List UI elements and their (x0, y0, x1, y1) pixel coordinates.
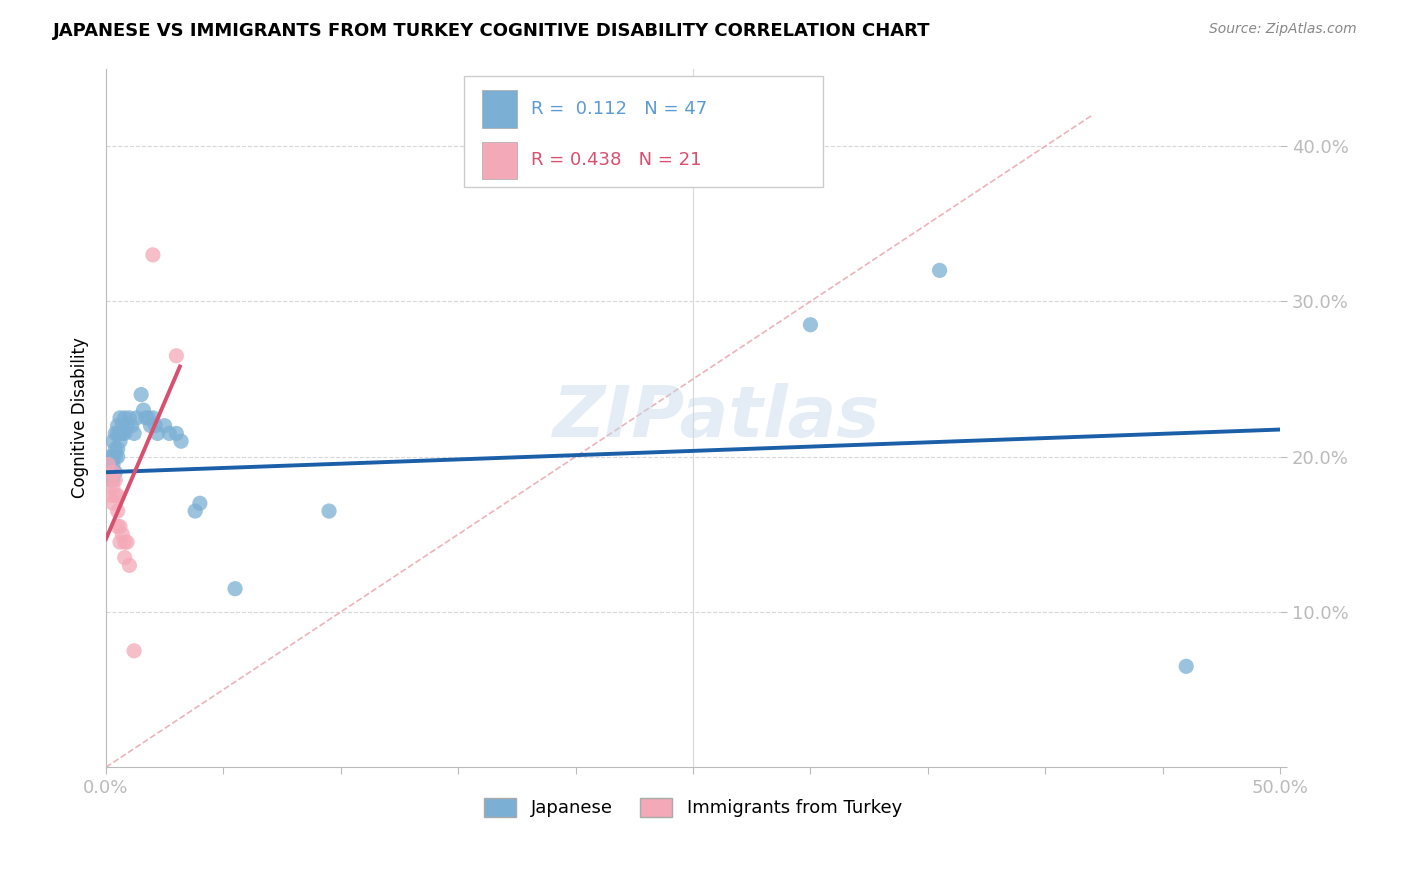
Point (165, 426, 187, 441)
Point (184, 504, 207, 518)
Text: JAPANESE VS IMMIGRANTS FROM TURKEY COGNITIVE DISABILITY CORRELATION CHART: JAPANESE VS IMMIGRANTS FROM TURKEY COGNI… (53, 22, 931, 40)
Point (101, 481, 124, 495)
Point (143, 418, 166, 433)
Point (115, 418, 138, 433)
Point (104, 450, 127, 464)
Point (101, 465, 124, 479)
Point (101, 496, 124, 510)
Point (114, 426, 136, 441)
Point (122, 426, 145, 441)
Point (107, 504, 129, 518)
Point (118, 558, 141, 573)
Point (115, 535, 138, 549)
Point (101, 434, 124, 449)
Point (170, 434, 193, 449)
Point (100, 473, 122, 487)
Point (142, 248, 165, 262)
Point (97, 458, 120, 472)
Text: ZIPatlas: ZIPatlas (553, 384, 880, 452)
Point (107, 489, 129, 503)
Point (318, 504, 340, 518)
Point (107, 442, 129, 456)
Y-axis label: Cognitive Disability: Cognitive Disability (72, 337, 89, 499)
Point (111, 426, 134, 441)
Point (100, 450, 122, 464)
Point (108, 434, 131, 449)
Legend: Japanese, Immigrants from Turkey: Japanese, Immigrants from Turkey (477, 791, 910, 824)
Point (111, 527, 134, 541)
Point (114, 410, 136, 425)
Point (132, 403, 155, 417)
Point (165, 349, 187, 363)
Point (101, 450, 124, 464)
Point (142, 410, 165, 425)
Point (104, 465, 127, 479)
Point (100, 458, 122, 472)
Point (799, 318, 821, 332)
Point (108, 535, 131, 549)
Point (104, 473, 127, 487)
Point (104, 426, 127, 441)
Point (100, 473, 122, 487)
Point (157, 426, 180, 441)
Text: R = 0.438   N = 21: R = 0.438 N = 21 (531, 152, 702, 169)
Point (107, 450, 129, 464)
Point (129, 387, 152, 401)
Point (114, 535, 136, 549)
Point (114, 550, 136, 565)
Point (125, 410, 148, 425)
Point (135, 410, 157, 425)
Point (108, 410, 131, 425)
Point (100, 489, 122, 503)
Point (101, 473, 124, 487)
Point (107, 519, 129, 533)
Point (111, 418, 134, 433)
Text: R =  0.112   N = 47: R = 0.112 N = 47 (531, 100, 707, 118)
Point (188, 496, 211, 510)
Point (107, 426, 129, 441)
Point (122, 644, 145, 658)
Point (108, 519, 131, 533)
Point (224, 582, 246, 596)
Point (97, 458, 120, 472)
Point (136, 410, 159, 425)
Point (928, 263, 950, 277)
Point (104, 489, 127, 503)
Point (107, 418, 129, 433)
Point (121, 418, 143, 433)
Text: Source: ZipAtlas.com: Source: ZipAtlas.com (1209, 22, 1357, 37)
Point (139, 418, 162, 433)
Point (101, 458, 124, 472)
Point (104, 442, 127, 456)
Point (153, 418, 176, 433)
Point (1175, 659, 1198, 673)
Point (146, 426, 169, 441)
Point (118, 410, 141, 425)
Point (108, 426, 131, 441)
